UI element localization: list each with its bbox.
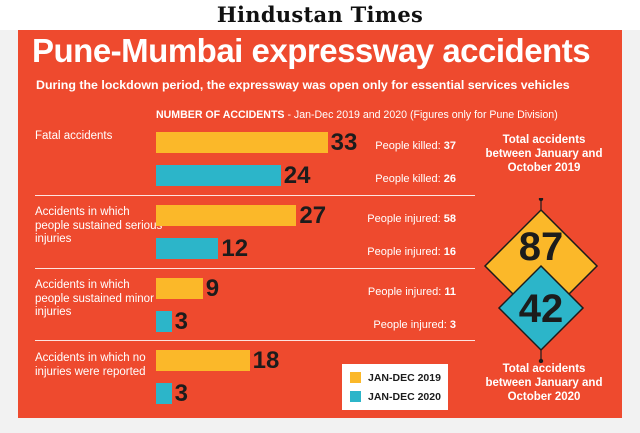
totals-diamonds: 87 42 <box>483 198 599 363</box>
bar-2020-2 <box>156 238 219 259</box>
people-label: People killed: <box>375 173 441 185</box>
people-value: 26 <box>443 173 456 185</box>
bar-2019-4 <box>156 350 250 371</box>
category-label-no-injury: Accidents in which no injuries were repo… <box>35 352 146 378</box>
bar-2019-2 <box>156 205 297 226</box>
divider <box>35 340 475 341</box>
people-value: 3 <box>449 319 456 331</box>
legend: JAN-DEC 2019 JAN-DEC 2020 <box>342 364 448 410</box>
people-annotation: People killed: 26 <box>318 173 456 185</box>
bar-2020-3 <box>156 311 172 332</box>
masthead: Hindustan Times <box>0 0 640 30</box>
bar-2020-4 <box>156 383 172 404</box>
people-annotation: People injured: 3 <box>318 319 456 331</box>
people-annotation: People injured: 58 <box>318 213 456 225</box>
people-label: People injured: <box>373 319 447 331</box>
legend-swatch <box>350 391 361 402</box>
bar-value-label: 3 <box>174 380 188 407</box>
connector-dot <box>538 198 544 202</box>
people-value: 11 <box>444 286 456 298</box>
legend-item-2019: JAN-DEC 2019 <box>350 372 441 384</box>
legend-swatch <box>350 372 361 383</box>
connector-dot <box>538 358 544 363</box>
people-annotation: People injured: 16 <box>318 246 456 258</box>
people-value: 16 <box>443 246 456 258</box>
masthead-logo: Hindustan Times <box>216 2 424 27</box>
divider <box>35 195 475 196</box>
people-label: People injured: <box>367 286 442 298</box>
bar-2019-1 <box>156 132 328 153</box>
people-label: People injured: <box>367 213 441 225</box>
people-annotation: People killed: 37 <box>318 140 456 152</box>
bar-value-label: 12 <box>221 235 249 262</box>
legend-label: JAN-DEC 2019 <box>368 372 441 384</box>
chart-header: NUMBER OF ACCIDENTS - Jan-Dec 2019 and 2… <box>156 109 558 121</box>
total-2019-label: Total accidents between January and Octo… <box>485 134 603 174</box>
category-label-fatal: Fatal accidents <box>35 130 113 142</box>
bar-2019-3 <box>156 278 203 299</box>
bar-value-label: 18 <box>252 347 280 374</box>
people-value: 58 <box>443 213 456 225</box>
total-2020-value: 42 <box>519 287 564 331</box>
bar-value-label: 3 <box>174 308 188 335</box>
total-2019-value: 87 <box>519 225 564 269</box>
people-label: People killed: <box>375 140 441 152</box>
people-annotation: People injured: 11 <box>318 286 456 298</box>
people-label: People injured: <box>367 246 441 258</box>
bar-value-label: 33 <box>330 129 358 156</box>
bar-value-label: 24 <box>283 162 311 189</box>
category-label-minor: Accidents in which people sustained mino… <box>35 279 154 318</box>
page-title: Pune-Mumbai expressway accidents <box>32 32 591 69</box>
chart-header-main: NUMBER OF ACCIDENTS <box>156 109 285 121</box>
bar-value-label: 27 <box>299 202 327 229</box>
divider <box>35 268 475 269</box>
bar-2020-1 <box>156 165 281 186</box>
bar-value-label: 9 <box>205 275 220 302</box>
legend-item-2020: JAN-DEC 2020 <box>350 391 441 403</box>
legend-label: JAN-DEC 2020 <box>368 391 441 403</box>
people-value: 37 <box>443 140 456 152</box>
infographic-panel: Pune-Mumbai expressway accidents During … <box>18 30 622 418</box>
chart-header-rest: - Jan-Dec 2019 and 2020 (Figures only fo… <box>284 109 558 121</box>
total-2020-label: Total accidents between January and Octo… <box>485 363 603 403</box>
subtitle: During the lockdown period, the expressw… <box>36 78 570 92</box>
category-label-serious: Accidents in which people sustained seri… <box>35 206 163 245</box>
